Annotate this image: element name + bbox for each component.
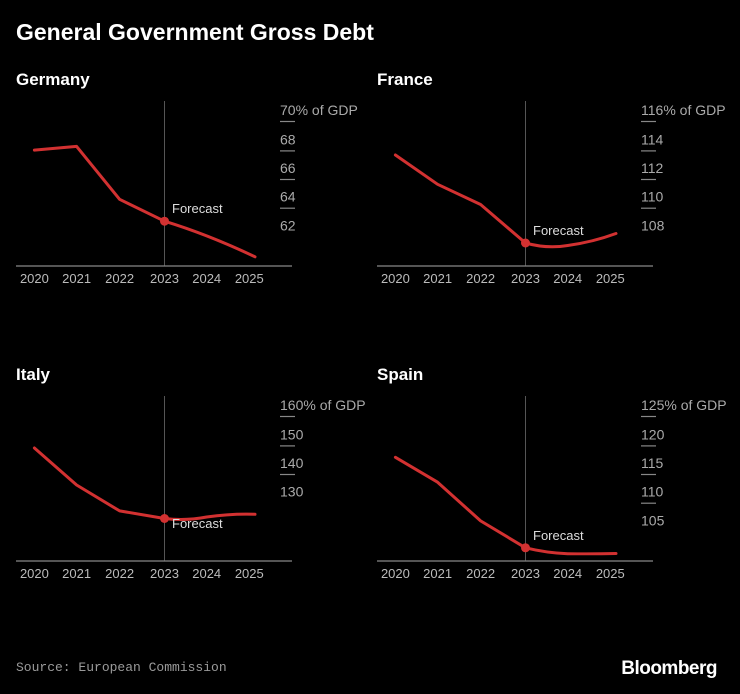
- svg-text:2024: 2024: [553, 271, 582, 286]
- svg-text:2020: 2020: [381, 566, 410, 581]
- svg-text:2021: 2021: [62, 566, 91, 581]
- svg-text:2022: 2022: [105, 566, 134, 581]
- svg-text:2023: 2023: [511, 271, 540, 286]
- svg-text:70% of GDP: 70% of GDP: [280, 102, 358, 118]
- svg-text:Forecast: Forecast: [172, 201, 223, 216]
- svg-text:110: 110: [641, 189, 664, 205]
- svg-text:2024: 2024: [192, 566, 221, 581]
- svg-text:120: 120: [641, 426, 665, 442]
- svg-text:2022: 2022: [466, 271, 495, 286]
- svg-text:2020: 2020: [381, 271, 410, 286]
- svg-text:2022: 2022: [105, 271, 134, 286]
- svg-text:2024: 2024: [553, 566, 582, 581]
- svg-text:2021: 2021: [62, 271, 91, 286]
- svg-text:105: 105: [641, 512, 665, 528]
- svg-text:125% of GDP: 125% of GDP: [641, 397, 727, 413]
- svg-text:62: 62: [280, 217, 296, 233]
- svg-text:Forecast: Forecast: [533, 528, 584, 543]
- svg-text:2020: 2020: [20, 271, 49, 286]
- svg-text:2021: 2021: [423, 566, 452, 581]
- svg-text:2025: 2025: [235, 271, 264, 286]
- svg-text:2023: 2023: [511, 566, 540, 581]
- svg-text:2023: 2023: [150, 566, 179, 581]
- svg-text:2025: 2025: [596, 271, 625, 286]
- svg-text:66: 66: [280, 160, 296, 176]
- svg-text:Forecast: Forecast: [533, 223, 584, 238]
- svg-text:2023: 2023: [150, 271, 179, 286]
- svg-text:Forecast: Forecast: [172, 516, 223, 531]
- svg-text:2020: 2020: [20, 566, 49, 581]
- svg-text:112: 112: [641, 160, 664, 176]
- svg-text:150: 150: [280, 426, 304, 442]
- svg-text:108: 108: [641, 217, 665, 233]
- svg-text:2025: 2025: [596, 566, 625, 581]
- svg-text:2022: 2022: [466, 566, 495, 581]
- svg-text:114: 114: [641, 131, 664, 147]
- svg-text:2024: 2024: [192, 271, 221, 286]
- svg-text:2021: 2021: [423, 271, 452, 286]
- svg-text:68: 68: [280, 131, 296, 147]
- svg-text:64: 64: [280, 189, 296, 205]
- svg-text:140: 140: [280, 455, 304, 471]
- svg-text:2025: 2025: [235, 566, 264, 581]
- svg-text:160% of GDP: 160% of GDP: [280, 397, 366, 413]
- svg-text:115: 115: [641, 455, 664, 471]
- svg-text:110: 110: [641, 484, 664, 500]
- svg-text:130: 130: [280, 484, 304, 500]
- svg-text:116% of GDP: 116% of GDP: [641, 102, 726, 118]
